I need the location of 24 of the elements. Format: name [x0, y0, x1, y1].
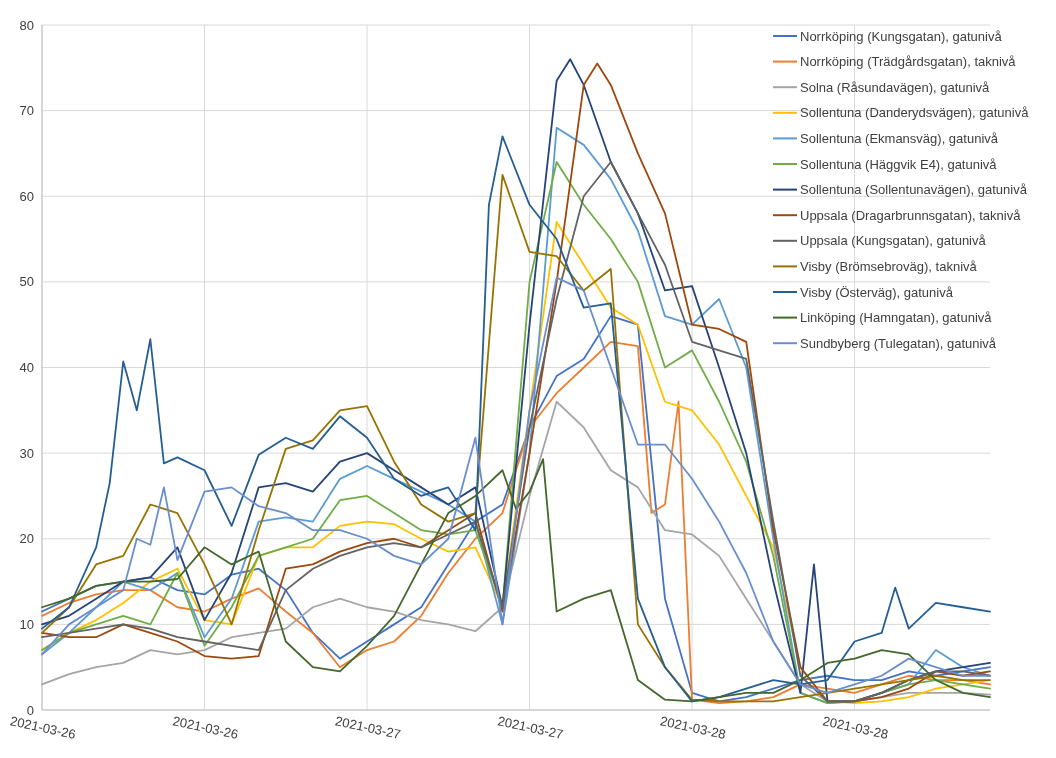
legend-label: Sollentuna (Ekmansväg), gatunivå: [800, 130, 999, 146]
y-tick-label: 50: [19, 274, 34, 290]
legend-label: Sollentuna (Sollentunavägen), gatunivå: [800, 182, 1028, 198]
x-tick-label: 2021-03-27: [496, 713, 565, 742]
legend-label: Sollentuna (Häggvik E4), gatunivå: [800, 156, 998, 172]
legend-label: Visby (Brömsebroväg), taknivå: [800, 258, 978, 274]
legend-label: Sundbyberg (Tulegatan), gatunivå: [800, 335, 997, 351]
legend-label: Solna (Råsundavägen), gatunivå: [800, 79, 991, 95]
y-tick-label: 40: [19, 360, 34, 376]
y-tick-label: 60: [19, 188, 34, 204]
y-tick-label: 20: [19, 531, 34, 547]
y-tick-label: 80: [19, 17, 34, 33]
legend-label: Norrköping (Trädgårdsgatan), taknivå: [800, 54, 1017, 70]
legend-label: Linköping (Hamngatan), gatunivå: [800, 310, 993, 326]
y-tick-label: 30: [19, 445, 34, 461]
y-tick-label: 0: [26, 702, 34, 718]
legend-label: Uppsala (Dragarbrunnsgatan), taknivå: [800, 207, 1022, 223]
legend-label: Norrköping (Kungsgatan), gatunivå: [800, 28, 1003, 44]
y-tick-label: 10: [19, 616, 34, 632]
legend-label: Visby (Österväg), gatunivå: [800, 284, 954, 300]
legend-label: Sollentuna (Danderydsvägen), gatunivå: [800, 105, 1030, 121]
line-series: [41, 458, 991, 703]
legend-label: Uppsala (Kungsgatan), gatunivå: [800, 233, 987, 249]
y-tick-label: 70: [19, 103, 34, 119]
